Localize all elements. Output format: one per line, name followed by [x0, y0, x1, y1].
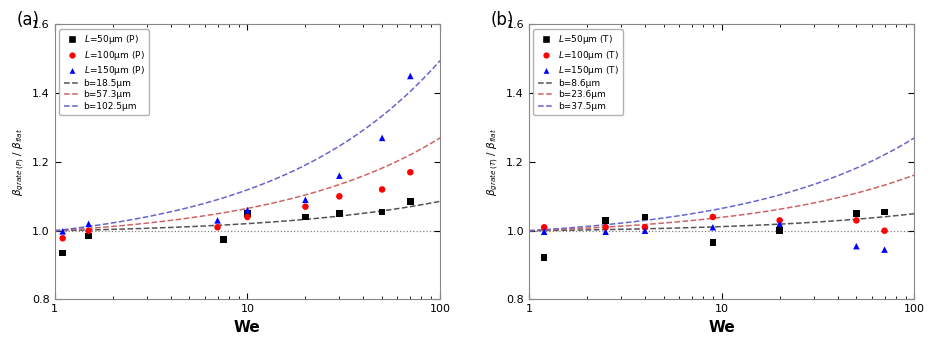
- Legend: $\mathit{L}$=50μm (T), $\mathit{L}$=100μm (T), $\mathit{L}$=150μm (T), b=8.6μm, : $\mathit{L}$=50μm (T), $\mathit{L}$=100μ…: [534, 29, 623, 115]
- Point: [536, 255, 551, 260]
- Point: [332, 211, 347, 216]
- Point: [240, 214, 255, 220]
- Point: [55, 229, 70, 234]
- Point: [81, 228, 96, 234]
- Point: [298, 197, 313, 202]
- Point: [402, 170, 417, 175]
- Point: [637, 225, 652, 230]
- Point: [298, 204, 313, 209]
- Point: [240, 211, 255, 216]
- Point: [81, 221, 96, 227]
- Point: [877, 247, 892, 252]
- Point: [374, 209, 389, 215]
- Point: [877, 209, 892, 215]
- Point: [374, 135, 389, 141]
- Point: [332, 193, 347, 199]
- Point: [298, 214, 313, 220]
- Point: [55, 250, 70, 256]
- Point: [598, 218, 613, 223]
- Point: [877, 228, 892, 234]
- Legend: $\mathit{L}$=50μm (P), $\mathit{L}$=100μm (P), $\mathit{L}$=150μm (P), b=18.5μm,: $\mathit{L}$=50μm (P), $\mathit{L}$=100μ…: [59, 29, 149, 115]
- Text: (a): (a): [16, 11, 39, 29]
- Y-axis label: $\beta_{grate\,(P)}$ / $\beta_{flat}$: $\beta_{grate\,(P)}$ / $\beta_{flat}$: [11, 128, 26, 196]
- X-axis label: We: We: [709, 320, 735, 335]
- X-axis label: We: We: [234, 320, 261, 335]
- Point: [772, 228, 787, 234]
- Point: [706, 240, 721, 246]
- Point: [637, 214, 652, 220]
- Point: [210, 218, 225, 223]
- Point: [598, 229, 613, 235]
- Point: [216, 237, 231, 242]
- Point: [81, 233, 96, 239]
- Point: [402, 199, 417, 204]
- Point: [849, 211, 864, 216]
- Point: [637, 228, 652, 234]
- Point: [849, 244, 864, 249]
- Point: [849, 218, 864, 223]
- Point: [772, 218, 787, 223]
- Point: [55, 236, 70, 241]
- Point: [536, 229, 551, 235]
- Point: [240, 207, 255, 213]
- Y-axis label: $\beta_{grate\,(T)}$ / $\beta_{flat}$: $\beta_{grate\,(T)}$ / $\beta_{flat}$: [486, 128, 501, 196]
- Point: [332, 173, 347, 179]
- Point: [772, 221, 787, 227]
- Point: [706, 225, 721, 230]
- Text: (b): (b): [490, 11, 514, 29]
- Point: [374, 187, 389, 192]
- Point: [706, 214, 721, 220]
- Point: [598, 225, 613, 230]
- Point: [402, 73, 417, 79]
- Point: [210, 225, 225, 230]
- Point: [536, 225, 551, 230]
